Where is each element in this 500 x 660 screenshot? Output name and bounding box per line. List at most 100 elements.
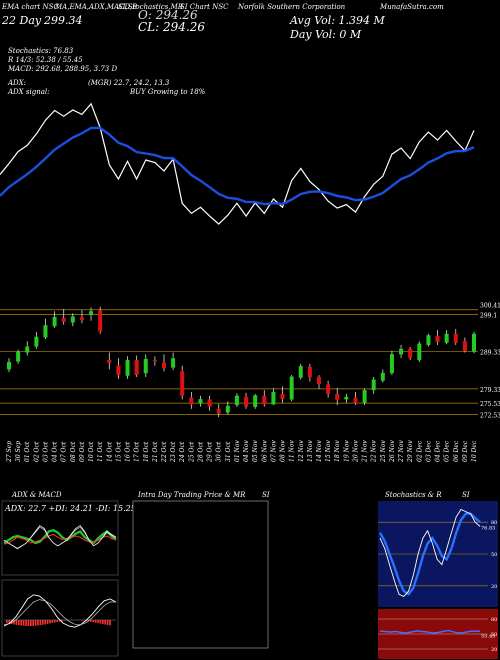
date-label: 25 Nov: [380, 440, 387, 463]
candle-body: [453, 333, 458, 343]
rsi-level-label: 50: [491, 632, 497, 638]
candle-body: [426, 335, 431, 346]
date-label: 25 Oct: [188, 441, 195, 463]
candle-body: [89, 311, 94, 316]
price-axis: 300.41 299.1 289.33 279.33 275.53 272.53: [480, 303, 500, 420]
macd-histogram-bar: [15, 620, 18, 625]
macd-line: [3, 594, 117, 628]
date-label: 22 Oct: [161, 441, 168, 463]
intraday-panel: [132, 500, 269, 649]
date-label: 18 Oct: [143, 441, 150, 462]
candle-body: [280, 393, 285, 400]
macd-histogram-bar: [61, 620, 63, 622]
tag-frag-2: SI,Stochastics,MR: [118, 3, 184, 11]
macd-histogram-bar: [18, 620, 20, 626]
date-label: 15 Nov: [325, 440, 332, 462]
date-label: 08 Oct: [70, 441, 77, 462]
date-label: 08 Nov: [280, 440, 287, 462]
macd-histogram-bar: [6, 620, 8, 623]
date-label: 09 Dec: [462, 440, 469, 462]
date-label: 12 Nov: [298, 440, 305, 462]
price-axis-label: 279.33: [480, 387, 500, 394]
macd-histogram-bar: [99, 620, 102, 624]
candle-body: [262, 395, 267, 405]
date-label: 05 Nov: [252, 440, 259, 462]
candle-body: [216, 408, 221, 414]
candle-body: [371, 379, 376, 391]
candle-body: [353, 397, 358, 404]
macd-value: MACD: 292.68, 288.95, 3.73 D: [8, 65, 118, 73]
open-label: 299.34: [44, 14, 83, 27]
price-axis-label: 300.41: [480, 303, 500, 310]
mgr-value: (MGR) 22.7, 24.2, 13.3: [88, 79, 170, 87]
macd-histogram-bar: [94, 620, 97, 623]
macd-histogram-bar: [44, 620, 46, 625]
adx-plus-di: [3, 529, 117, 545]
candle-body: [116, 365, 121, 376]
macd-histogram-bar: [25, 620, 27, 626]
date-label: 31 Oct: [225, 441, 232, 462]
ema-layer: [0, 102, 475, 225]
candle-body: [61, 318, 66, 322]
macd-histogram-bar: [39, 620, 42, 626]
macd-histogram-bar: [10, 620, 13, 624]
macd-histogram-bar: [63, 620, 66, 621]
intraday-title: Intra Day Trading Price & MR: [138, 491, 246, 499]
candle-body: [162, 362, 166, 369]
rsi-level-label: 20: [491, 647, 497, 653]
date-label: 27 Sep: [6, 441, 13, 463]
macd-histogram-bar: [58, 620, 61, 622]
adx-signal-label: ADX signal:: [8, 88, 50, 96]
macd-histogram-bar: [51, 620, 54, 623]
candle-body: [317, 376, 321, 385]
candle-body: [307, 366, 312, 378]
candle-body: [107, 360, 112, 364]
macd-histogram-bar: [82, 620, 85, 621]
stochastics-value: Stochastics: 76.83: [8, 47, 74, 55]
stoch-d-line: [378, 512, 481, 596]
date-label: 05 Dec: [444, 440, 451, 462]
date-label: 26 Nov: [389, 440, 396, 463]
ema-line: [0, 126, 475, 206]
date-label: 19 Nov: [343, 440, 350, 462]
stoch-level-label: 80: [491, 520, 497, 526]
candle-body: [417, 343, 422, 361]
stochastics-si: SI: [462, 491, 470, 499]
macd-histogram-bar: [8, 620, 10, 624]
date-label: 27 Nov: [398, 440, 405, 463]
date-label: 21 Oct: [152, 441, 159, 463]
candle-body: [70, 316, 75, 323]
avg-volume: Avg Vol: 1.394 M: [290, 14, 385, 27]
macd-histogram-bar: [102, 620, 104, 625]
macd-signal-line: [3, 599, 116, 626]
date-label: 24 Oct: [179, 441, 186, 463]
candle-body: [79, 317, 84, 321]
rsi-value: R 14/3: 52.38 / 55.45: [8, 56, 83, 64]
candle-body: [98, 310, 103, 332]
date-label: 02 Dec: [416, 440, 423, 462]
date-label: 28 Oct: [197, 441, 204, 463]
candle-body: [207, 399, 212, 407]
site-name: MunafaSutra.com: [380, 3, 444, 11]
candle-body: [472, 333, 476, 352]
tag-frag-3: SI Chart NSC: [180, 3, 229, 11]
price-axis-label: 299.1: [480, 313, 497, 320]
date-axis: 27 Sep 30 Sep 01 Oct 02 Oct 03 Oct 04 Oct 07 O…: [6, 440, 478, 463]
candle-body: [444, 333, 449, 343]
date-label: 03 Oct: [42, 441, 49, 462]
adx-macd-title: ADX & MACD: [12, 491, 62, 499]
date-label: 30 Sep: [15, 441, 22, 462]
candle-body: [362, 390, 367, 403]
macd-histogram-bar: [30, 620, 32, 626]
date-label: 11 Oct: [97, 441, 104, 462]
macd-histogram-bar: [92, 620, 94, 623]
buy-signal: BUY Growing to 18%: [130, 88, 206, 96]
candle-body: [389, 354, 394, 374]
date-label: 04 Nov: [243, 440, 250, 462]
date-label: 22 Day: [2, 14, 42, 27]
candle-body: [335, 393, 340, 400]
date-label: 09 Oct: [79, 441, 86, 462]
price-levels: [0, 309, 478, 415]
candle-body: [271, 391, 276, 405]
adx-line-2: [3, 526, 117, 549]
